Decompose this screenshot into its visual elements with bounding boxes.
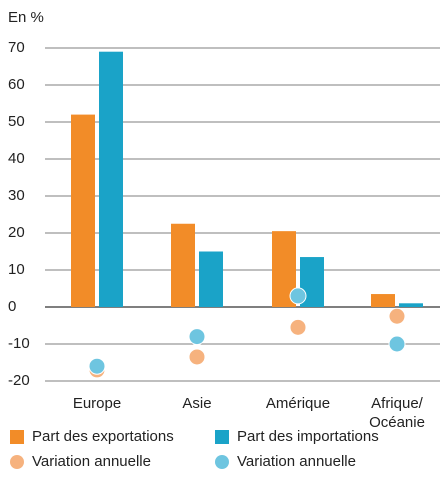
y-tick-label: 70 (8, 39, 25, 56)
legend-swatch (215, 455, 229, 469)
x-tick-label: Afrique/Océanie (369, 395, 425, 431)
y-axis-label: En % (8, 9, 44, 26)
y-tick-label: -20 (8, 372, 30, 389)
dot (388, 307, 406, 325)
legend-swatch (10, 455, 24, 469)
bar (399, 303, 423, 307)
y-tick-label: 40 (8, 150, 25, 167)
x-tick-label: Europe (73, 395, 121, 412)
bar (199, 251, 223, 307)
dot (289, 318, 307, 336)
dot (388, 335, 406, 353)
legend-swatch (215, 430, 229, 444)
x-tick-label: Amérique (266, 395, 330, 412)
legend-label: Part des exportations (32, 428, 174, 445)
legend-label: Part des importations (237, 428, 379, 445)
dot (188, 348, 206, 366)
y-tick-label: 60 (8, 76, 25, 93)
bar (99, 51, 123, 308)
y-tick-label: 30 (8, 187, 25, 204)
dot (188, 328, 206, 346)
y-tick-label: -10 (8, 335, 30, 352)
legend-label: Variation annuelle (32, 453, 151, 470)
dot (289, 287, 307, 305)
legend-label: Variation annuelle (237, 453, 356, 470)
x-tick-label: Asie (182, 395, 211, 412)
y-tick-label: 0 (8, 298, 16, 315)
y-tick-label: 20 (8, 224, 25, 241)
y-tick-label: 50 (8, 113, 25, 130)
y-tick-label: 10 (8, 261, 25, 278)
dot (88, 357, 106, 375)
bar (71, 114, 95, 307)
bar (171, 223, 195, 307)
legend-swatch (10, 430, 24, 444)
bar (371, 294, 395, 307)
